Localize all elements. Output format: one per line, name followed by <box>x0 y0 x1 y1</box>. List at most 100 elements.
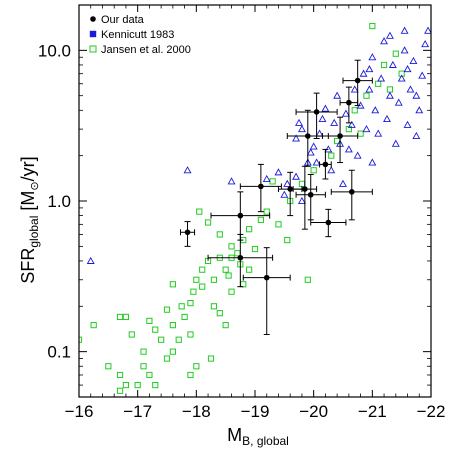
kennicutt-point <box>274 168 283 176</box>
kennicutt-point <box>368 53 377 61</box>
kennicutt-point <box>227 177 236 185</box>
y-tick-label: 0.1 <box>47 343 71 362</box>
kennicutt-point <box>400 26 409 34</box>
our-data-point <box>258 183 264 190</box>
our-data-point <box>307 191 314 198</box>
our-data-point <box>302 186 308 192</box>
our-data-point <box>237 254 244 261</box>
jansen-point <box>375 80 382 87</box>
jansen-point <box>284 237 291 244</box>
data-points <box>79 22 431 394</box>
jansen-point <box>304 276 311 283</box>
jansen-point <box>328 152 335 159</box>
x-tick-label: −20 <box>299 402 328 421</box>
jansen-point <box>310 167 317 174</box>
kennicutt-point <box>377 74 386 82</box>
jansen-point <box>140 363 147 370</box>
jansen-point <box>178 303 185 310</box>
y-axis-label-sub: global <box>27 216 41 248</box>
kennicutt-point <box>292 172 301 180</box>
x-tick-label: −18 <box>182 402 211 421</box>
kennicutt-point <box>350 85 359 93</box>
jansen-point <box>134 381 141 389</box>
kennicutt-point <box>385 31 394 39</box>
x-tick-label: −16 <box>65 402 94 421</box>
kennicutt-point <box>397 74 406 82</box>
jansen-point <box>105 363 112 370</box>
kennicutt-point <box>409 56 418 64</box>
axis-tick-labels: −16 −17 −18 −19 −20 −21 −22 0.1 1.0 10.0 <box>38 41 446 421</box>
kennicutt-point <box>339 179 347 187</box>
jansen-point <box>128 331 135 338</box>
jansen-point <box>190 288 197 295</box>
jansen-point <box>363 92 370 99</box>
jansen-point <box>228 288 235 295</box>
jansen-point <box>187 331 194 338</box>
kennicutt-point <box>368 158 377 166</box>
kennicutt-point <box>383 114 391 123</box>
jansen-point <box>116 387 124 394</box>
x-axis-label-sub: B, global <box>242 434 289 448</box>
kennicutt-point <box>327 166 336 174</box>
kennicutt-point <box>394 98 403 106</box>
kennicutt-point <box>421 39 430 48</box>
our-data-point <box>287 186 294 192</box>
jansen-point <box>207 355 215 362</box>
jansen-point <box>193 276 200 283</box>
our-data-point <box>322 161 329 168</box>
kennicutt-point <box>297 196 306 205</box>
kennicutt-point <box>424 26 431 34</box>
kennicutt-point <box>280 190 289 198</box>
jansen-point <box>357 130 364 137</box>
legend-entry: Kennicutt 1983 <box>101 29 174 41</box>
jansen-point <box>222 322 229 329</box>
kennicutt-point <box>309 142 318 150</box>
legend-entry: Jansen et al. 2000 <box>101 44 191 56</box>
jansen-point <box>246 226 253 233</box>
jansen-point <box>187 371 194 379</box>
kennicutt-point <box>353 151 362 159</box>
kennicutt-point <box>388 60 397 68</box>
jansen-point <box>122 313 130 321</box>
kennicutt-point <box>406 85 415 93</box>
jansen-point <box>210 276 218 283</box>
jansen-point <box>187 300 194 307</box>
jansen-point <box>251 245 259 253</box>
kennicutt-point <box>412 91 421 99</box>
jansen-point <box>90 322 97 329</box>
legend-marker-kennicutt <box>89 30 97 38</box>
jansen-point <box>146 371 153 379</box>
jansen-point <box>298 180 306 187</box>
jansen-point <box>169 322 176 329</box>
jansen-point <box>225 272 232 279</box>
kennicutt-point <box>365 65 374 73</box>
kennicutt-point <box>371 106 380 114</box>
legend-marker-our-data <box>90 16 96 22</box>
kennicutt-point <box>262 174 271 182</box>
jansen-point <box>152 326 159 333</box>
kennicutt-point <box>415 106 424 114</box>
jansen-point <box>116 313 124 321</box>
kennicutt-point <box>403 65 412 73</box>
jansen-point <box>240 281 247 288</box>
x-tick-label: −17 <box>123 402 152 421</box>
jansen-point <box>275 221 282 228</box>
our-data-point <box>337 133 343 139</box>
jansen-point <box>196 208 203 215</box>
kennicutt-point <box>341 109 350 117</box>
kennicutt-point <box>412 131 421 140</box>
kennicutt-point <box>315 129 324 137</box>
y-tick-label: 1.0 <box>47 192 71 211</box>
jansen-point <box>199 266 206 273</box>
x-axis-label: MB, global <box>227 425 289 448</box>
kennicutt-point <box>330 118 339 126</box>
jansen-point <box>152 381 159 389</box>
jansen-point <box>380 61 388 69</box>
kennicutt-point <box>306 148 315 156</box>
legend: Our data Kennicutt 1983 Jansen et al. 2000 <box>89 14 191 56</box>
jansen-point <box>181 313 188 321</box>
jansen-point <box>351 107 358 114</box>
jansen-point <box>269 178 276 185</box>
y-axis-label-unit-sym: ⊙ <box>29 181 41 190</box>
